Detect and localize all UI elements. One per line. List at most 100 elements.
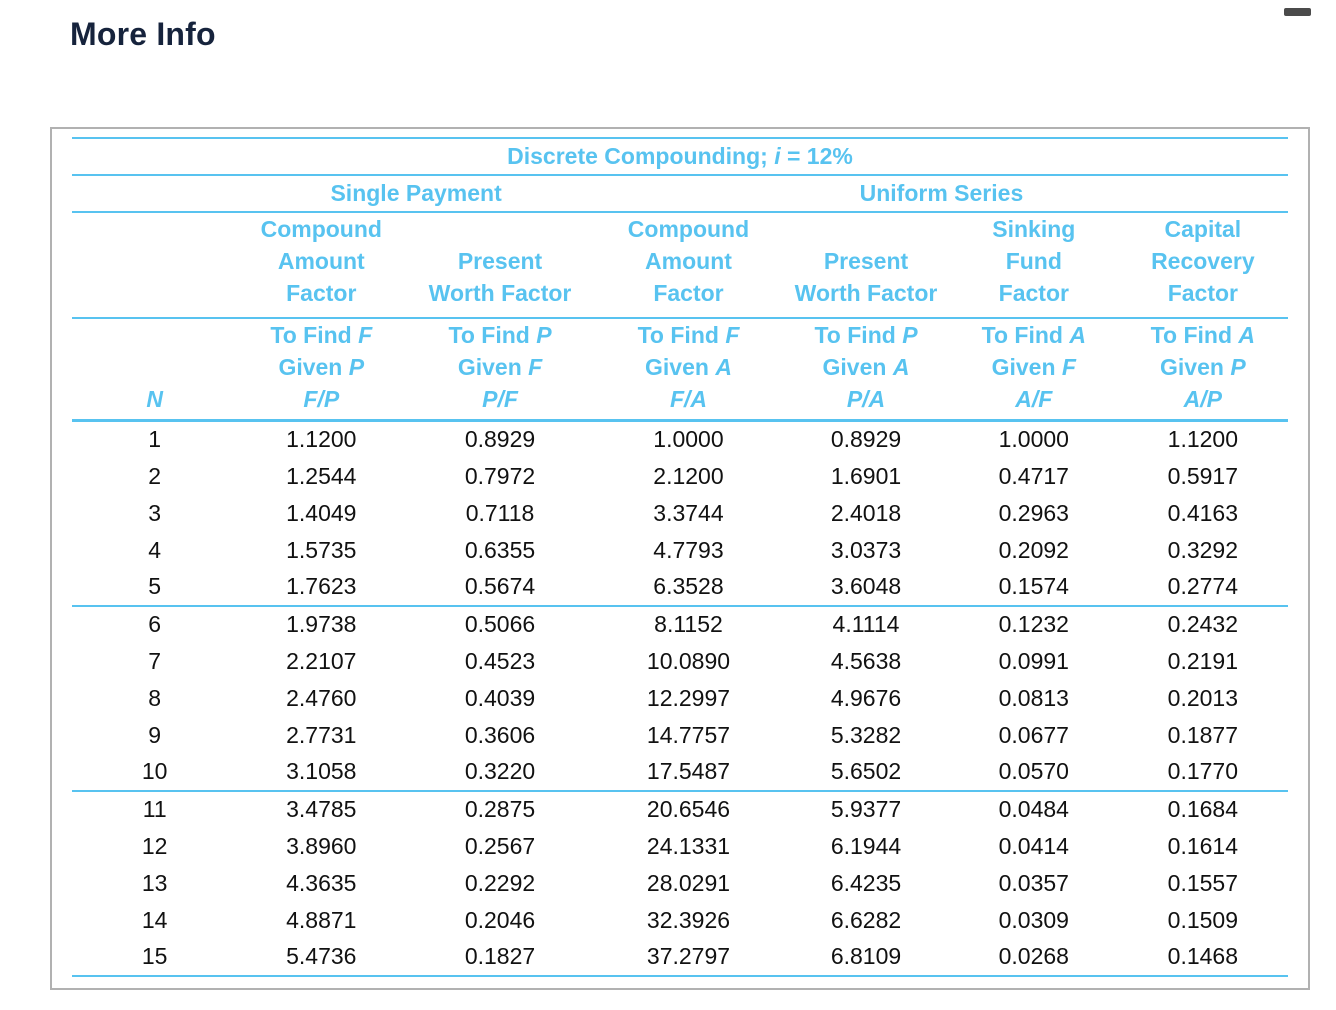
cell-n: 6 [148, 611, 162, 637]
col-header-sinking-fund-factor: Sinking Fund Factor [949, 212, 1118, 319]
col-header-capital-recovery-factor: Capital Recovery Factor [1117, 212, 1288, 319]
table-row: 10 3.1058 0.3220 17.5487 5.6502 0.0570 0.1770 [72, 753, 1288, 792]
cell-value: 1.0000 [998, 426, 1069, 453]
table-row: 14 4.8871 0.2046 32.3926 6.6282 0.0309 0.1509 [72, 902, 1288, 939]
table-row: 12 3.8960 0.2567 24.1331 6.1944 0.0414 0.1614 [72, 828, 1288, 865]
table-title-row: Discrete Compounding; i = 12% [72, 137, 1288, 176]
cell-value: 4.8871 [286, 906, 357, 933]
more-info-panel: Discrete Compounding; i = 12% Single Pay… [50, 127, 1310, 990]
cell-value: 0.0813 [998, 684, 1069, 711]
cell-n: 15 [72, 938, 238, 977]
cell-value: 4.9676 [830, 684, 902, 711]
cell-value: 0.2046 [464, 906, 536, 933]
cell-value: 0.0357 [998, 869, 1069, 896]
cell-value: 0.2567 [464, 832, 536, 859]
cell-value: 2.7731 [286, 721, 357, 748]
table-row: 15 5.4736 0.1827 37.2797 6.8109 0.0268 0.1468 [72, 938, 1288, 977]
cell-value: 0.4523 [464, 647, 536, 674]
cell-value: 0.1827 [405, 938, 595, 977]
cell-value: 4.5638 [830, 647, 902, 674]
cell-value: 0.2875 [464, 796, 536, 822]
cell-value: 0.1770 [1117, 753, 1288, 792]
cell-n: 3 [148, 499, 162, 526]
cell-value: 6.1944 [830, 832, 902, 859]
cell-value: 20.6546 [646, 796, 731, 822]
cell-value: 0.1557 [1167, 869, 1239, 896]
cell-value: 0.1232 [998, 611, 1069, 637]
cell-value: 0.3220 [405, 753, 595, 792]
cell-n: 8 [148, 684, 162, 711]
col-header-ap: To Find A Given P A/P [1117, 318, 1288, 422]
cell-value: 0.2013 [1167, 684, 1239, 711]
cell-value: 0.7972 [464, 462, 536, 489]
cell-value: 0.0570 [949, 753, 1118, 792]
interest-variable: i [774, 143, 781, 169]
cell-value: 2.2107 [286, 647, 357, 674]
cell-value: 1.9738 [286, 611, 357, 637]
cell-value: 0.8929 [830, 426, 902, 453]
cell-value: 0.0991 [998, 647, 1069, 674]
col-header-compound-amount-factor-2: Compound Amount Factor [594, 212, 783, 319]
cell-value: 2.4018 [830, 499, 902, 526]
cell-value: 8.1152 [654, 611, 723, 637]
col-header-present-worth-factor-2: Present Worth Factor [782, 212, 950, 319]
cell-value: 0.3292 [1167, 536, 1239, 563]
cell-n: 13 [141, 869, 168, 896]
cell-value: 4.1114 [832, 611, 900, 637]
cell-value: 0.2963 [998, 499, 1069, 526]
cell-value: 0.0268 [949, 938, 1118, 977]
group-spacer [72, 175, 238, 213]
factor-name-row: Compound Amount Factor Present Worth Fac… [72, 212, 1288, 319]
scrollbar-thumb[interactable] [1284, 8, 1311, 16]
cell-value: 0.1509 [1167, 906, 1239, 933]
cell-value: 5.9377 [830, 796, 902, 822]
table-row: 2 1.2544 0.7972 2.1200 1.6901 0.4717 0.5917 [72, 458, 1288, 495]
table-title: Discrete Compounding; i = 12% [72, 137, 1288, 176]
name-spacer [72, 212, 238, 319]
cell-value: 0.1614 [1167, 832, 1239, 859]
cell-value: 0.3606 [464, 721, 536, 748]
col-header-pf: To Find P Given F P/F [405, 318, 595, 422]
cell-value: 0.0309 [998, 906, 1069, 933]
cell-value: 0.2432 [1167, 611, 1239, 637]
cell-value: 4.7793 [653, 536, 724, 563]
col-header-fa: To Find F Given A F/A [594, 318, 783, 422]
cell-n: 1 [148, 426, 162, 453]
table-row: 8 2.4760 0.4039 12.2997 4.9676 0.0813 0.2013 [72, 680, 1288, 717]
table-body: 1 1.1200 0.8929 1.0000 0.8929 1.0000 1.1200 2 1.… [72, 421, 1288, 977]
cell-value: 5.6502 [782, 753, 950, 792]
page-title: More Info [70, 16, 216, 52]
cell-value: 1.0000 [653, 426, 724, 453]
cell-n: 10 [72, 753, 238, 792]
cell-value: 0.4717 [998, 462, 1069, 489]
compounding-table: Discrete Compounding; i = 12% Single Pay… [72, 137, 1288, 977]
col-header-af: To Find A Given F A/F [949, 318, 1118, 422]
cell-value: 6.4235 [830, 869, 902, 896]
col-header-present-worth-factor-1: Present Worth Factor [405, 212, 595, 319]
cell-value: 0.7118 [465, 499, 535, 526]
cell-n: 12 [141, 832, 168, 859]
cell-value: 28.0291 [646, 869, 731, 896]
table-row: 5 1.7623 0.5674 6.3528 3.6048 0.1574 0.2774 [72, 568, 1288, 607]
col-header-pa: To Find P Given A P/A [782, 318, 950, 422]
cell-value: 32.3926 [646, 906, 731, 933]
cell-value: 0.5674 [405, 568, 595, 607]
cell-value: 10.0890 [646, 647, 731, 674]
cell-value: 37.2797 [594, 938, 783, 977]
cell-value: 6.8109 [782, 938, 950, 977]
cell-value: 0.2292 [464, 869, 536, 896]
cell-value: 4.3635 [286, 869, 357, 896]
cell-n: 9 [148, 721, 162, 748]
cell-n: 7 [148, 647, 162, 674]
table-row: 6 1.9738 0.5066 8.1152 4.1114 0.1232 0.2432 [72, 606, 1288, 643]
cell-value: 5.4736 [237, 938, 406, 977]
cell-value: 1.7623 [237, 568, 406, 607]
group-single-payment: Single Payment [237, 175, 595, 213]
cell-value: 0.6355 [464, 536, 536, 563]
cell-value: 0.5917 [1167, 462, 1239, 489]
cell-n: 4 [148, 536, 162, 563]
cell-value: 24.1331 [646, 832, 731, 859]
cell-value: 0.2092 [998, 536, 1069, 563]
cell-value: 3.3744 [653, 499, 724, 526]
cell-n: 2 [148, 462, 162, 489]
